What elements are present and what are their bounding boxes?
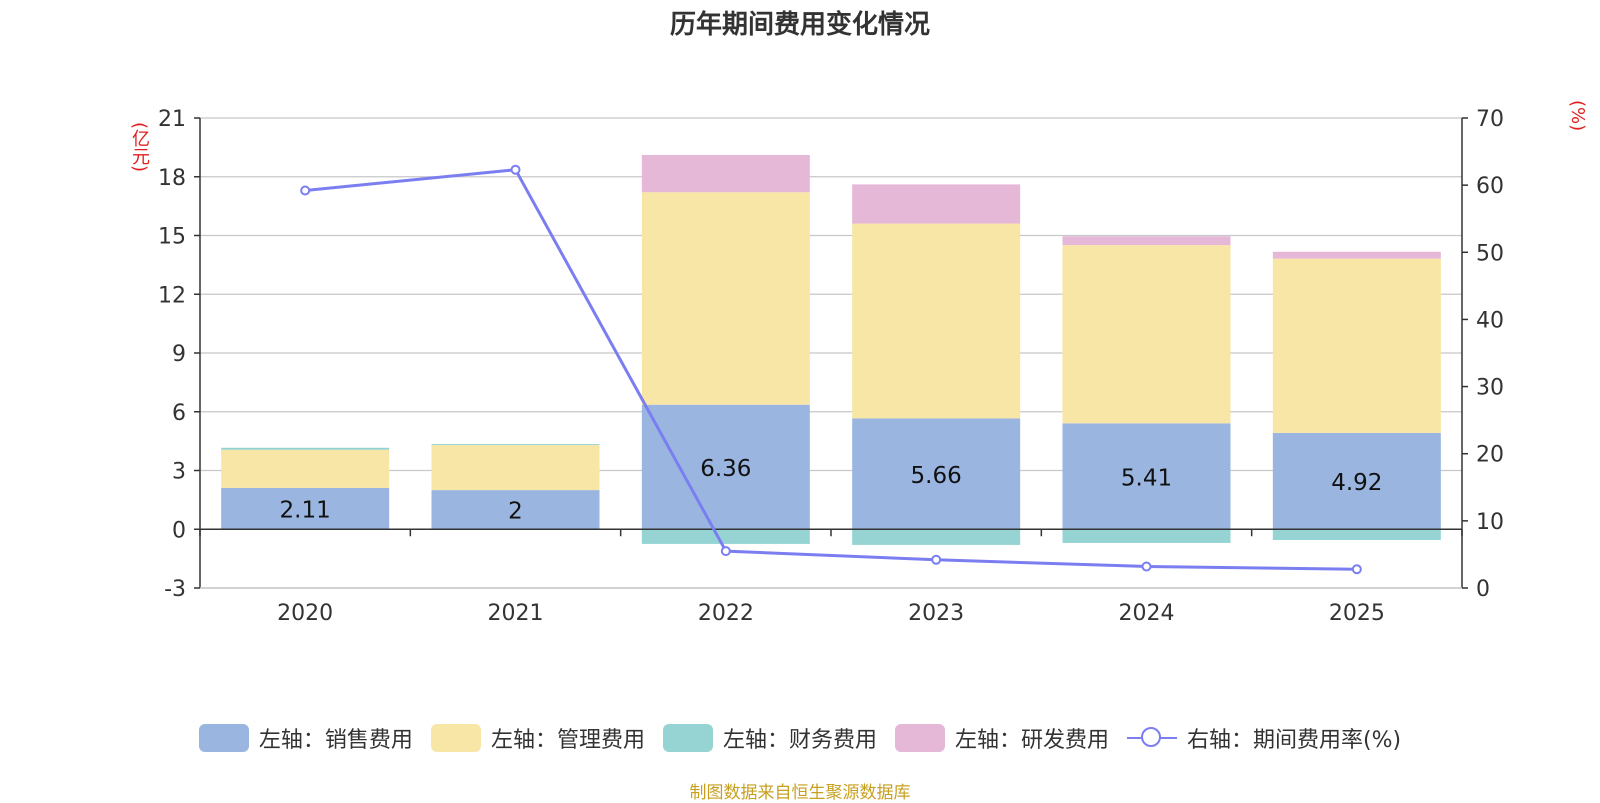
legend-swatch-rd: [894, 724, 945, 752]
data-label-sales-2024: 5.41: [1121, 465, 1172, 491]
legend-label-rd: 左轴：研发费用: [954, 728, 1109, 753]
x-axis-label-2021: 2021: [488, 601, 544, 626]
left-axis-tick-label: 3: [172, 460, 186, 485]
bar-rd-2025: [1272, 251, 1441, 259]
data-label-sales-2023: 5.66: [911, 463, 962, 489]
right-axis-unit: (%): [1567, 100, 1588, 132]
chart-title: 历年期间费用变化情况: [669, 10, 930, 40]
bar-sales-2020: [221, 487, 390, 530]
legend-swatch-finance: [662, 724, 713, 752]
right-axis-tick-label: 20: [1476, 443, 1504, 468]
x-axis-label-2024: 2024: [1119, 601, 1175, 626]
bar-finance-2023: [852, 529, 1021, 545]
left-axis-tick-label: 15: [158, 225, 186, 250]
line-expense-rate: [305, 168, 1357, 571]
legend-swatch-sales: [198, 724, 249, 752]
right-axis-tick-label: 0: [1476, 577, 1490, 602]
data-label-sales-2020: 2.11: [280, 498, 331, 524]
legend-item-finance[interactable]: 左轴：财务费用: [662, 722, 877, 754]
data-label-sales-2025: 4.92: [1331, 470, 1382, 496]
x-axis-label-2025: 2025: [1329, 601, 1385, 626]
bar-rd-2024: [1062, 236, 1231, 246]
left-axis-tick-label: -3: [164, 577, 186, 602]
bar-finance-2022: [641, 529, 810, 544]
bar-sales-2025: [1272, 432, 1441, 530]
point-expense-rate-2023: [931, 554, 942, 565]
legend-label-sales: 左轴：销售费用: [258, 728, 413, 753]
legend-item-expense-rate[interactable]: 右轴：期间费用率(%): [1126, 722, 1402, 754]
left-axis-tick-label: 6: [172, 401, 186, 426]
left-axis-tick-label: 18: [158, 166, 186, 191]
bar-finance-2021: [431, 444, 600, 446]
bar-admin-2025: [1272, 258, 1441, 433]
bar-admin-2024: [1062, 245, 1231, 424]
right-axis-tick-label: 30: [1476, 376, 1504, 401]
right-axis-tick-label: 10: [1476, 510, 1504, 535]
legend: 左轴：销售费用 左轴：管理费用 左轴：财务费用 左轴：研发费用 右轴：期间费用率…: [0, 722, 1600, 754]
point-expense-rate-2020: [300, 185, 311, 196]
bar-sales-2023: [852, 418, 1021, 530]
bar-finance-2024: [1062, 529, 1231, 543]
left-axis-tick-label: 0: [172, 518, 186, 543]
point-expense-rate-2022: [720, 546, 731, 557]
data-label-sales-2022: 6.36: [700, 456, 751, 482]
left-axis-tick-label: 9: [172, 342, 186, 367]
point-expense-rate-2024: [1141, 561, 1152, 572]
legend-label-finance: 左轴：财务费用: [722, 728, 877, 753]
legend-swatch-admin: [430, 724, 481, 752]
right-axis-tick-label: 40: [1476, 308, 1504, 333]
left-axis-tick-label: 12: [158, 283, 186, 308]
point-expense-rate-2025: [1351, 564, 1362, 575]
bar-admin-2023: [852, 223, 1021, 419]
bar-sales-2024: [1062, 423, 1231, 530]
data-source-note: 制图数据来自恒生聚源数据库: [689, 783, 911, 803]
legend-line-marker: [1140, 727, 1161, 747]
right-axis-tick-label: 50: [1476, 241, 1504, 266]
bar-admin-2022: [641, 192, 810, 405]
right-axis-tick-label: 70: [1476, 107, 1504, 132]
bar-finance-2025: [1272, 529, 1441, 541]
bar-admin-2021: [431, 445, 600, 491]
legend-item-rd[interactable]: 左轴：研发费用: [894, 722, 1109, 754]
x-axis-label-2023: 2023: [908, 601, 964, 626]
bar-admin-2020: [221, 449, 390, 488]
left-axis-tick-label: 21: [158, 107, 186, 132]
legend-item-admin[interactable]: 左轴：管理费用: [430, 722, 645, 754]
x-axis-label-2020: 2020: [277, 601, 333, 626]
legend-swatch-expense-rate: [1126, 724, 1177, 752]
data-label-sales-2021: 2: [508, 499, 523, 525]
legend-label-expense-rate: 右轴：期间费用率(%): [1186, 728, 1402, 753]
point-expense-rate-2021: [510, 164, 521, 175]
right-axis-tick-label: 60: [1476, 174, 1504, 199]
bar-rd-2022: [641, 155, 810, 193]
left-axis-unit: (亿元): [129, 122, 150, 173]
legend-item-sales[interactable]: 左轴：销售费用: [198, 722, 413, 754]
bar-finance-2020: [221, 447, 390, 450]
x-axis-label-2022: 2022: [698, 601, 754, 626]
bar-rd-2023: [852, 184, 1021, 224]
bar-sales-2021: [431, 490, 600, 530]
legend-label-admin: 左轴：管理费用: [490, 728, 645, 753]
bar-sales-2022: [641, 404, 810, 530]
